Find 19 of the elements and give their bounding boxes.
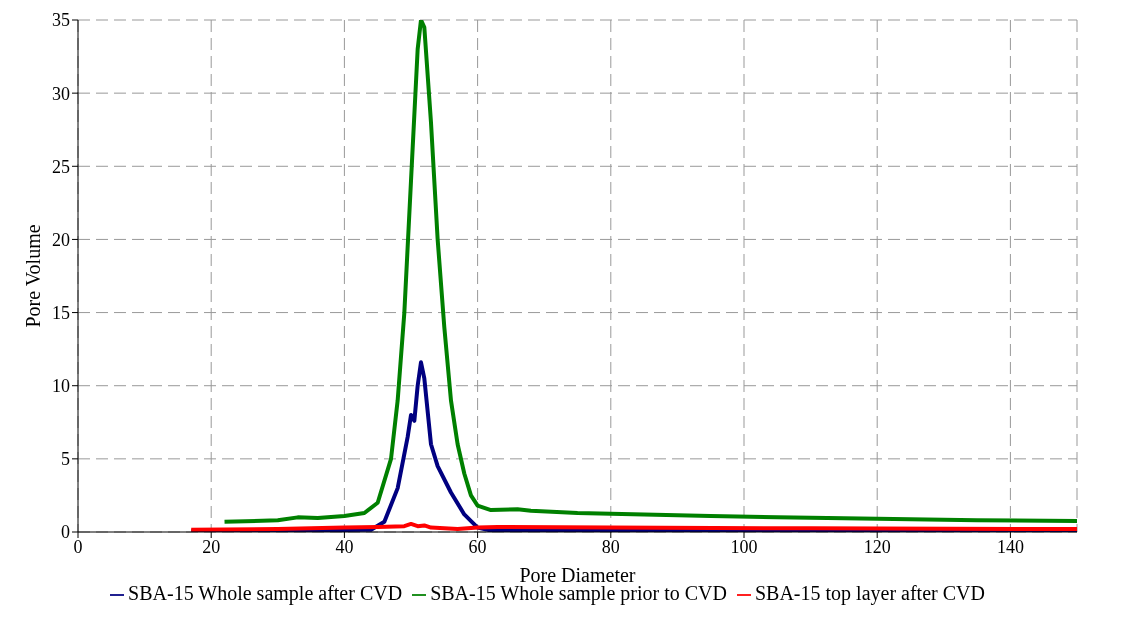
y-tick-label: 30: [52, 83, 70, 104]
legend-label: SBA-15 Whole sample after CVD: [128, 582, 403, 604]
line-series: [222, 20, 1077, 524]
y-tick-label: 35: [52, 10, 70, 31]
legend-label: SBA-15 top layer after CVD: [754, 582, 985, 604]
y-tick-label: 10: [52, 376, 70, 397]
x-tick-label: 40: [335, 536, 354, 557]
y-tick-label: 0: [61, 522, 70, 543]
y-tick-label: 15: [52, 302, 70, 323]
x-tick-label: 20: [202, 536, 221, 557]
y-tick-label: 20: [52, 229, 70, 250]
y-tick-label: 25: [52, 156, 70, 177]
y-axis-title: Pore Volume: [22, 224, 45, 328]
y-tick-label: 5: [61, 449, 70, 470]
x-tick-label: 60: [468, 536, 487, 557]
x-tick-label: 80: [601, 536, 620, 557]
x-tick-label: 120: [863, 536, 891, 557]
x-tick-label: 140: [996, 536, 1024, 557]
x-tick-label: 100: [730, 536, 758, 557]
